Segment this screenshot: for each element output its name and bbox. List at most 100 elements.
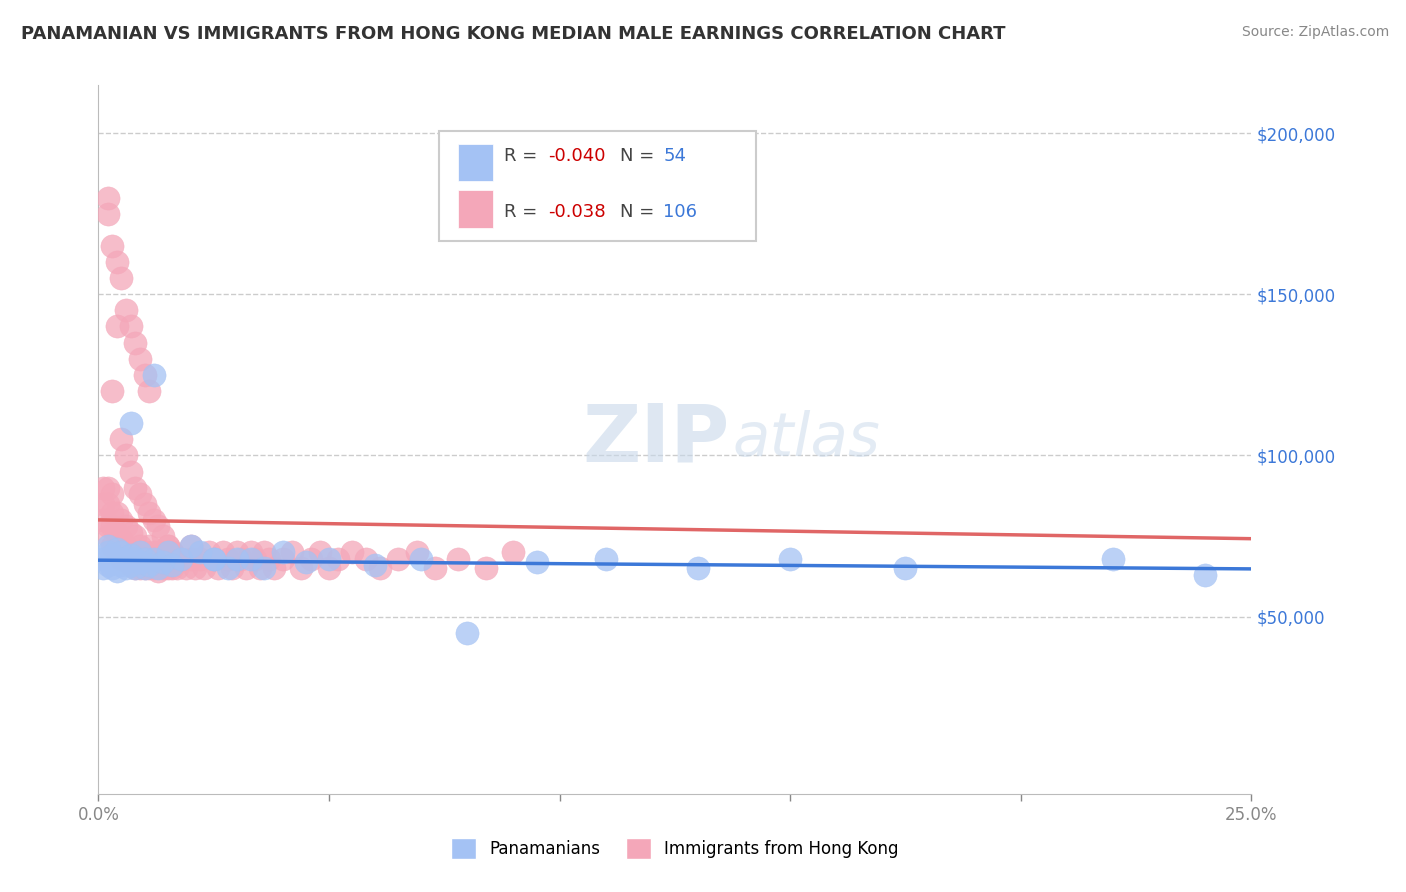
Point [271,545,294,559]
Point [115,539,138,553]
Point [142,561,165,575]
Point [101,539,124,553]
Point [368,561,391,575]
Point [134,368,156,382]
Point [97,529,120,543]
FancyBboxPatch shape [439,131,755,241]
Text: R =: R = [505,203,543,221]
Point [138,384,160,398]
Text: -0.040: -0.040 [548,146,606,165]
Point [120,545,142,559]
Point [115,449,138,463]
Point [423,561,446,575]
Point [152,529,174,543]
Point [271,551,294,566]
Point [129,561,152,575]
Point [120,558,142,572]
Point [115,561,138,575]
Point [134,497,156,511]
Point [129,555,152,569]
Point [91,513,114,527]
Point [124,561,146,575]
Point [411,551,433,566]
Point [299,551,322,566]
Point [115,551,138,566]
Point [148,561,170,575]
Point [387,551,409,566]
Point [170,551,193,566]
Point [148,565,170,579]
Point [120,525,142,540]
Point [101,487,124,501]
Point [105,545,128,559]
Point [217,561,239,575]
Point [180,539,202,553]
Point [225,545,247,559]
Point [308,545,330,559]
Point [249,561,271,575]
Point [105,507,128,521]
Point [97,519,120,533]
Point [212,545,235,559]
Point [101,549,124,563]
Point [475,561,498,575]
Point [526,555,548,569]
Point [105,565,128,579]
Point [328,551,350,566]
Text: Source: ZipAtlas.com: Source: ZipAtlas.com [1241,25,1389,39]
Text: ZIP: ZIP [582,401,730,478]
Point [281,545,304,559]
Point [148,545,170,559]
Point [156,561,179,575]
Point [221,561,243,575]
Point [152,561,174,575]
Point [97,481,120,495]
Point [105,319,128,334]
Point [239,545,262,559]
Point [184,561,207,575]
Point [156,539,179,553]
Point [456,625,478,640]
Point [91,481,114,495]
Point [120,549,142,563]
Point [120,319,142,334]
Point [235,561,257,575]
Point [101,555,124,569]
Text: -0.038: -0.038 [548,203,606,221]
Text: 106: 106 [664,203,697,221]
Point [129,487,152,501]
Point [110,551,132,566]
Point [134,561,156,575]
Point [239,551,262,566]
Point [188,551,211,566]
Point [134,551,156,566]
Point [253,545,276,559]
Point [110,551,132,566]
Point [340,545,363,559]
Point [115,519,138,533]
Point [160,545,183,559]
Point [124,481,146,495]
Point [202,551,225,566]
Point [231,551,253,566]
Point [290,561,312,575]
Point [170,551,193,566]
Point [142,368,165,382]
Point [101,384,124,398]
Point [160,561,183,575]
Point [253,561,276,575]
Point [1194,567,1216,582]
Point [138,558,160,572]
Point [129,539,152,553]
Text: N =: N = [620,203,659,221]
Point [129,545,152,559]
Point [193,561,215,575]
Point [245,551,267,566]
Point [124,529,146,543]
Point [138,539,160,553]
Point [202,551,225,566]
Point [97,539,120,553]
Point [595,551,617,566]
Point [124,561,146,575]
Point [354,551,377,566]
